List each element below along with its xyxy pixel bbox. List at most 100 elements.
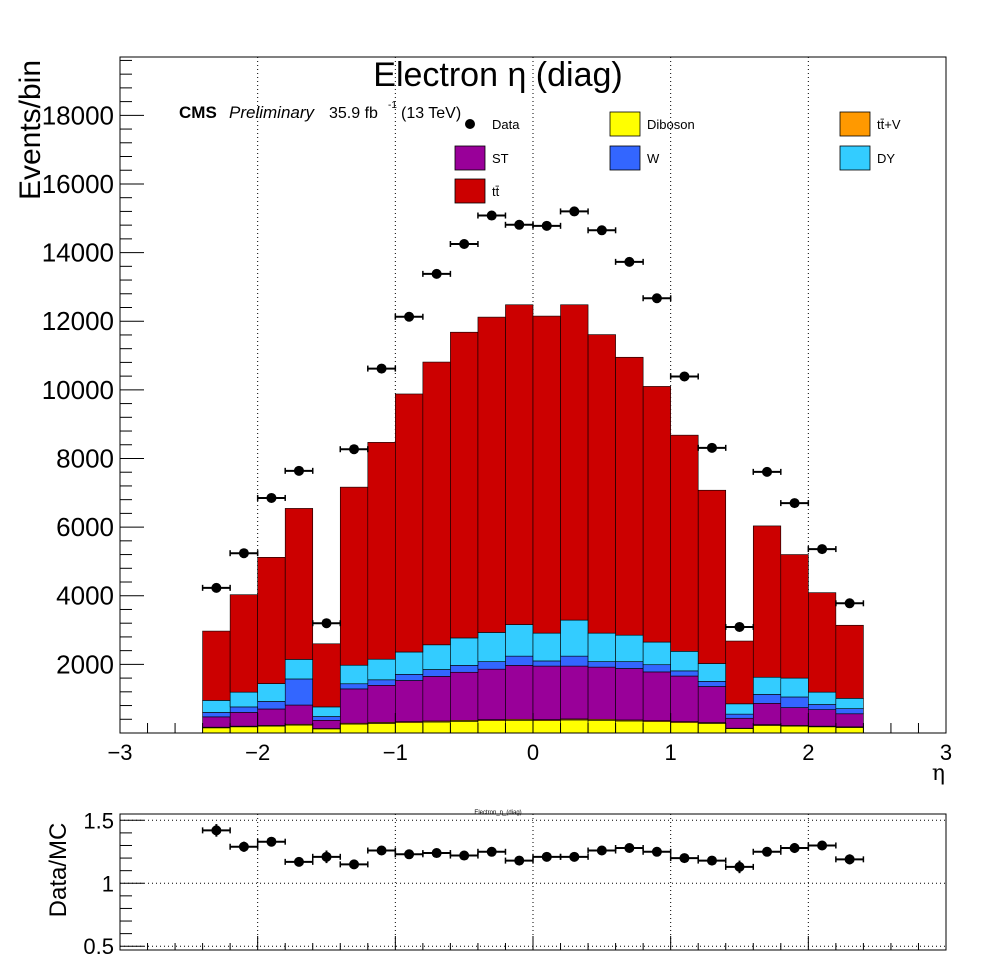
bar-dy [752, 676, 782, 695]
bar-tt [587, 334, 616, 634]
bar-tt [505, 304, 534, 625]
data-point [844, 598, 855, 609]
bar-w [450, 665, 479, 673]
data-point [376, 363, 387, 374]
bar-st [257, 708, 286, 726]
ratio-point [596, 845, 607, 856]
y-tick-label: 2000 [56, 649, 114, 679]
data-point [266, 492, 277, 503]
bar-w [202, 712, 231, 718]
ratio-y-axis-label: Data/MC [45, 823, 72, 918]
bar-w [752, 694, 782, 704]
bar-w [587, 661, 616, 668]
bar-tt [615, 356, 644, 636]
bar-diboson [367, 723, 396, 734]
bar-w [367, 679, 396, 686]
ratio-points [201, 824, 865, 874]
ratio-point [349, 859, 360, 870]
bar-dy [339, 664, 369, 685]
bar-st [670, 675, 699, 722]
bar-w [725, 713, 754, 719]
legend-marker-data [465, 119, 475, 129]
data-point [459, 239, 470, 250]
bar-tt [284, 508, 314, 660]
bar-diboson [780, 725, 809, 734]
ratio-point [486, 846, 497, 857]
data-point [706, 442, 717, 453]
bar-w [312, 716, 341, 721]
chart-title: Electron η (diag) [373, 56, 622, 94]
bar-diboson [752, 725, 782, 734]
bar-diboson [808, 726, 837, 734]
data-point [541, 220, 552, 231]
data-point [596, 225, 607, 236]
bar-tt [725, 640, 754, 705]
bar-w [477, 661, 506, 670]
legend-swatch [839, 145, 871, 171]
legend-swatch [454, 145, 486, 171]
bar-st [697, 686, 727, 723]
bar-diboson [477, 720, 506, 734]
x-axis-label: η [932, 761, 945, 786]
ratio-point [651, 846, 662, 857]
data-point [211, 582, 222, 593]
ratio-point [293, 856, 304, 867]
data-point [514, 219, 525, 230]
legend-swatch [609, 111, 641, 137]
bar-w [395, 674, 424, 681]
legend-label: W [647, 151, 660, 166]
ratio-point [266, 836, 277, 847]
bar-dy [202, 700, 231, 713]
ratio-point [541, 851, 552, 862]
data-point [679, 371, 690, 382]
bar-st [450, 671, 479, 721]
bar-diboson [587, 720, 616, 734]
ratio-point [844, 854, 855, 865]
bar-diboson [670, 722, 699, 734]
bar-w [697, 681, 727, 687]
bar-st [477, 668, 506, 720]
bar-tt [780, 554, 809, 679]
bar-dy [477, 632, 506, 662]
legend: Data Diboson tt̄+V ST W DY tt̄ [454, 111, 901, 204]
bar-tt [395, 393, 424, 653]
ratio-point [706, 855, 717, 866]
bar-dy [422, 644, 451, 670]
bar-st [808, 709, 837, 727]
bar-diboson [725, 728, 754, 734]
grid-lines [257, 57, 809, 733]
legend-label: DY [877, 151, 895, 166]
bar-w [532, 660, 561, 667]
bar-tt [477, 316, 506, 633]
bar-tt [257, 557, 286, 684]
bar-dy [367, 658, 396, 681]
ratio-point [624, 843, 635, 853]
data-point [624, 256, 635, 267]
legend-label: tt̄+V [877, 117, 901, 132]
bar-diboson [532, 720, 561, 734]
x-tick-label: 2 [802, 740, 814, 765]
bar-tt [697, 489, 727, 664]
bar-st [367, 685, 396, 723]
bar-st [202, 716, 231, 728]
bar-w [615, 661, 644, 669]
bar-dy [725, 703, 754, 715]
bar-w [670, 670, 699, 677]
bar-diboson [505, 720, 534, 734]
bar-st [725, 717, 754, 729]
lumi-exponent: -1 [388, 100, 397, 111]
ratio-point [431, 848, 442, 859]
bar-st [395, 680, 424, 722]
cms-label: CMS [179, 103, 217, 122]
bar-tt [835, 624, 864, 699]
bar-dy [780, 677, 809, 698]
ratio-point [459, 850, 470, 861]
bar-w [257, 701, 286, 710]
data-point [569, 206, 580, 217]
legend-label: ST [492, 151, 509, 166]
bar-diboson [202, 727, 231, 734]
stacked-histogram [202, 304, 864, 734]
bar-tt [670, 434, 699, 652]
bar-st [752, 703, 782, 725]
x-tick-label: −3 [107, 740, 132, 765]
